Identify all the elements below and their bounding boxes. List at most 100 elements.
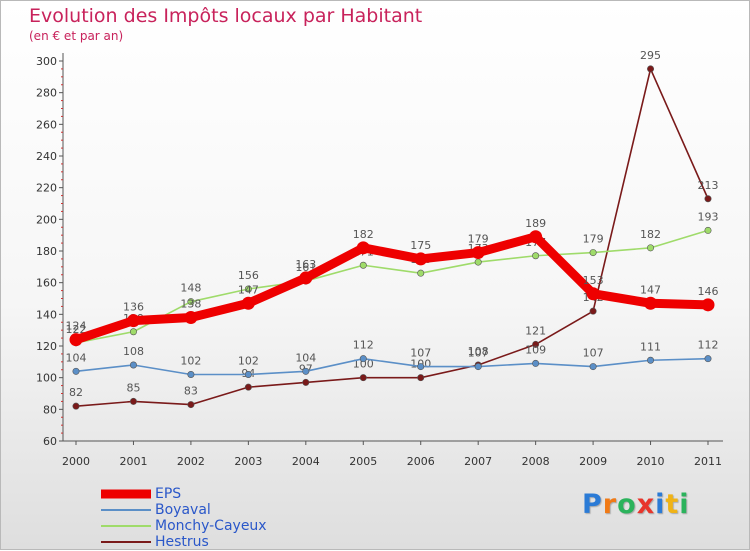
data-label-boyaval: 112	[353, 339, 374, 352]
data-label-boyaval: 111	[640, 340, 661, 353]
y-tick-label: 140	[36, 308, 57, 321]
x-tick-label: 2004	[292, 455, 320, 468]
data-point-hestrus	[704, 195, 712, 203]
x-tick-label: 2007	[464, 455, 492, 468]
data-point-boyaval	[359, 355, 367, 363]
data-label-boyaval: 107	[468, 347, 489, 360]
x-tick-label: 2000	[62, 455, 90, 468]
data-label-eps: 189	[525, 217, 546, 230]
data-label-boyaval: 104	[66, 351, 87, 364]
legend-label-boyaval: Boyaval	[155, 502, 211, 518]
logo-letter: P	[582, 489, 603, 520]
legend-label-eps: EPS	[155, 486, 182, 502]
data-point-boyaval	[72, 367, 80, 375]
logo-letter: o	[617, 489, 637, 520]
y-tick-label: 200	[36, 213, 57, 226]
data-point-monchy-cayeux	[187, 298, 195, 306]
logo-letter: x	[636, 489, 656, 520]
data-point-eps	[184, 311, 198, 324]
data-point-eps	[69, 333, 83, 347]
data-label-monchy-cayeux: 156	[238, 269, 259, 282]
y-tick-label: 280	[36, 87, 57, 100]
data-label-hestrus: 82	[69, 386, 83, 399]
legend-label-monchy-cayeux: Monchy-Cayeux	[155, 518, 267, 534]
data-point-boyaval	[704, 355, 712, 363]
data-point-hestrus	[187, 401, 195, 409]
data-label-eps: 179	[468, 233, 489, 246]
data-label-monchy-cayeux: 182	[640, 228, 661, 241]
y-tick-label: 80	[43, 403, 57, 416]
logo-letter: t	[665, 489, 680, 520]
data-point-hestrus	[647, 65, 655, 73]
y-tick-label: 300	[36, 55, 57, 68]
data-point-eps	[356, 241, 370, 255]
x-tick-label: 2005	[349, 455, 377, 468]
data-point-boyaval	[302, 367, 310, 375]
data-label-hestrus: 85	[126, 381, 140, 394]
data-label-eps: 136	[123, 301, 144, 314]
data-point-hestrus	[244, 383, 252, 391]
legend-swatch-monchy-cayeux	[101, 525, 151, 527]
data-point-boyaval	[187, 370, 195, 378]
series-line-hestrus	[75, 68, 709, 407]
data-point-eps	[586, 287, 600, 301]
data-label-boyaval: 109	[525, 343, 546, 356]
series-line-boyaval	[75, 357, 709, 376]
data-label-eps: 163	[295, 258, 316, 271]
data-label-eps: 153	[583, 274, 604, 287]
data-point-boyaval	[589, 363, 597, 371]
logo-letter: r	[602, 489, 618, 520]
data-label-eps: 147	[238, 283, 259, 296]
logo-letter: i	[655, 489, 666, 520]
x-tick-label: 2001	[119, 455, 147, 468]
data-point-monchy-cayeux	[129, 328, 137, 336]
data-label-monchy-cayeux: 148	[180, 282, 201, 295]
data-point-hestrus	[129, 397, 137, 405]
data-label-monchy-cayeux: 179	[583, 233, 604, 246]
series-line-eps	[71, 232, 713, 345]
data-label-boyaval: 102	[238, 355, 259, 368]
proxiti-logo: Proxiti	[582, 489, 690, 520]
data-label-hestrus: 108	[468, 345, 489, 358]
data-label-hestrus: 83	[184, 385, 198, 398]
y-tick-label: 100	[36, 372, 57, 385]
data-point-monchy-cayeux	[474, 258, 482, 266]
data-point-boyaval	[244, 370, 252, 378]
data-point-eps	[644, 296, 658, 310]
data-label-hestrus: 213	[698, 179, 719, 192]
data-label-boyaval: 104	[295, 351, 316, 364]
data-label-hestrus: 295	[640, 49, 661, 62]
y-tick-label: 180	[36, 245, 57, 258]
x-tick-label: 2011	[694, 455, 722, 468]
data-point-monchy-cayeux	[589, 249, 597, 257]
data-label-eps: 146	[698, 285, 719, 298]
data-label-boyaval: 107	[583, 347, 604, 360]
data-label-hestrus: 121	[525, 324, 546, 337]
y-tick-label: 240	[36, 150, 57, 163]
legend-item-boyaval: Boyaval	[101, 502, 267, 518]
chart-title: Evolution des Impôts locaux par Habitant	[29, 5, 423, 27]
legend: EPS Boyaval Monchy-Cayeux Hestrus	[101, 486, 267, 550]
y-tick-label: 160	[36, 277, 57, 290]
legend-item-monchy-cayeux: Monchy-Cayeux	[101, 518, 267, 534]
data-point-monchy-cayeux	[244, 285, 252, 293]
legend-label-hestrus: Hestrus	[155, 534, 209, 550]
legend-swatch-boyaval	[101, 509, 151, 511]
data-point-monchy-cayeux	[704, 226, 712, 234]
legend-item-hestrus: Hestrus	[101, 534, 267, 550]
data-point-boyaval	[129, 361, 137, 369]
data-label-eps: 124	[66, 320, 87, 333]
y-tick-label: 60	[43, 435, 57, 448]
data-point-monchy-cayeux	[417, 269, 425, 277]
data-label-boyaval: 112	[698, 339, 719, 352]
data-label-boyaval: 102	[180, 355, 201, 368]
y-tick-label: 220	[36, 182, 57, 195]
legend-item-eps: EPS	[101, 486, 267, 502]
data-label-monchy-cayeux: 193	[698, 210, 719, 223]
data-point-eps	[529, 230, 543, 244]
data-point-eps	[471, 246, 485, 260]
logo-letter: i	[679, 489, 690, 520]
data-label-hestrus: 100	[353, 358, 374, 371]
data-point-eps	[126, 314, 140, 328]
